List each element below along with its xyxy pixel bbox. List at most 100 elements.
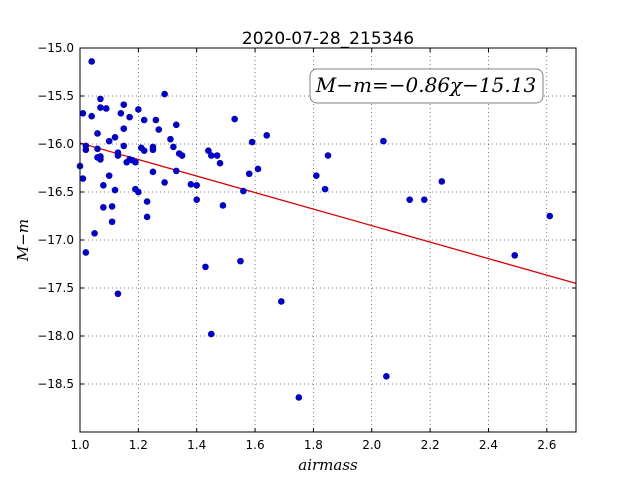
annotation-box bbox=[309, 68, 544, 104]
data-point bbox=[324, 152, 332, 159]
data-point bbox=[79, 109, 87, 117]
data-point bbox=[97, 95, 104, 103]
fit-line bbox=[79, 142, 577, 285]
chart-title: 2020-07-28_215346 bbox=[242, 29, 414, 49]
data-point bbox=[216, 159, 224, 167]
data-point bbox=[102, 105, 110, 112]
data-point bbox=[97, 104, 104, 111]
data-point bbox=[108, 218, 116, 226]
data-point bbox=[438, 178, 446, 185]
x-tick-label: 1.6 bbox=[246, 438, 265, 452]
y-tick-label: −17.0 bbox=[37, 233, 74, 247]
data-point bbox=[105, 172, 113, 179]
data-point bbox=[111, 133, 119, 141]
y-tick-label: −16.5 bbox=[37, 185, 74, 199]
data-point bbox=[120, 142, 128, 150]
data-point bbox=[207, 152, 215, 159]
data-point bbox=[108, 203, 116, 210]
data-point bbox=[172, 167, 180, 175]
x-axis-label: airmass bbox=[298, 456, 358, 474]
grid-lines bbox=[80, 48, 576, 432]
data-point bbox=[88, 58, 95, 65]
data-point bbox=[100, 204, 107, 211]
fit-annotation: M−m=−0.86χ−15.13 bbox=[309, 68, 544, 104]
data-point bbox=[161, 90, 168, 98]
x-tick-label: 1.4 bbox=[187, 438, 206, 452]
data-point bbox=[213, 152, 221, 159]
y-tick-label: −16.0 bbox=[37, 137, 74, 151]
data-point bbox=[91, 229, 98, 237]
data-point bbox=[94, 130, 101, 137]
y-tick-label: −17.5 bbox=[37, 281, 74, 295]
x-tick-labels: 1.0 1.2 1.4 1.6 1.8 2.0 2.2 2.4 2.6 bbox=[70, 438, 556, 452]
data-point bbox=[82, 249, 90, 256]
data-point bbox=[140, 147, 148, 155]
data-point bbox=[295, 394, 303, 401]
y-axis-label: M−m bbox=[14, 219, 32, 262]
data-point bbox=[207, 330, 215, 338]
data-point bbox=[149, 168, 157, 176]
data-point bbox=[132, 158, 139, 166]
y-tick-label: −15.0 bbox=[37, 41, 74, 55]
y-tick-label: −18.5 bbox=[37, 377, 74, 391]
x-tick-label: 1.2 bbox=[129, 438, 148, 452]
data-point bbox=[97, 156, 104, 163]
x-tick-label: 2.0 bbox=[362, 438, 381, 452]
data-point bbox=[94, 145, 101, 153]
data-point bbox=[231, 115, 238, 123]
x-tick-label: 2.4 bbox=[479, 438, 498, 452]
data-point bbox=[117, 109, 125, 117]
data-points bbox=[76, 58, 554, 401]
data-point bbox=[240, 187, 247, 195]
data-point bbox=[278, 298, 285, 305]
data-point bbox=[114, 152, 122, 159]
data-point bbox=[193, 181, 201, 189]
data-point bbox=[88, 112, 95, 120]
data-point bbox=[161, 179, 168, 186]
data-point bbox=[187, 181, 195, 188]
data-point bbox=[149, 146, 157, 154]
data-point bbox=[170, 143, 177, 151]
axis-ticks bbox=[79, 47, 576, 432]
data-point bbox=[143, 213, 151, 221]
data-point bbox=[114, 290, 122, 298]
data-point bbox=[126, 113, 133, 121]
data-point bbox=[205, 147, 212, 155]
data-point bbox=[135, 106, 142, 113]
data-point bbox=[178, 152, 186, 159]
data-point bbox=[100, 181, 107, 189]
data-point bbox=[120, 101, 128, 108]
x-tick-label: 2.2 bbox=[421, 438, 440, 452]
data-point bbox=[152, 116, 160, 124]
y-tick-label: −15.5 bbox=[37, 89, 74, 103]
data-point bbox=[313, 172, 320, 179]
data-point bbox=[167, 135, 174, 143]
data-point bbox=[202, 263, 209, 271]
data-point bbox=[143, 198, 151, 205]
data-point bbox=[245, 170, 253, 178]
data-point bbox=[79, 175, 87, 182]
data-point bbox=[380, 137, 387, 145]
data-point bbox=[172, 121, 180, 129]
y-tick-labels: −15.0 −15.5 −16.0 −16.5 −17.0 −17.5 −18.0 −18.5 bbox=[37, 41, 74, 391]
fit-line-group bbox=[79, 142, 577, 285]
data-point bbox=[155, 126, 163, 133]
data-point bbox=[135, 188, 142, 196]
data-point bbox=[420, 196, 428, 203]
data-point bbox=[263, 132, 271, 139]
data-point bbox=[193, 196, 201, 203]
data-point bbox=[111, 186, 119, 194]
data-point bbox=[120, 125, 128, 132]
y-tick-label: −18.0 bbox=[37, 329, 74, 343]
data-point bbox=[248, 138, 256, 146]
data-point bbox=[383, 373, 390, 380]
data-point bbox=[140, 116, 148, 124]
data-point bbox=[82, 146, 90, 154]
data-point bbox=[254, 165, 262, 173]
data-point bbox=[105, 137, 113, 145]
x-tick-label: 1.0 bbox=[70, 438, 89, 452]
data-point bbox=[321, 185, 329, 193]
data-point bbox=[511, 252, 519, 259]
data-point bbox=[237, 257, 244, 265]
